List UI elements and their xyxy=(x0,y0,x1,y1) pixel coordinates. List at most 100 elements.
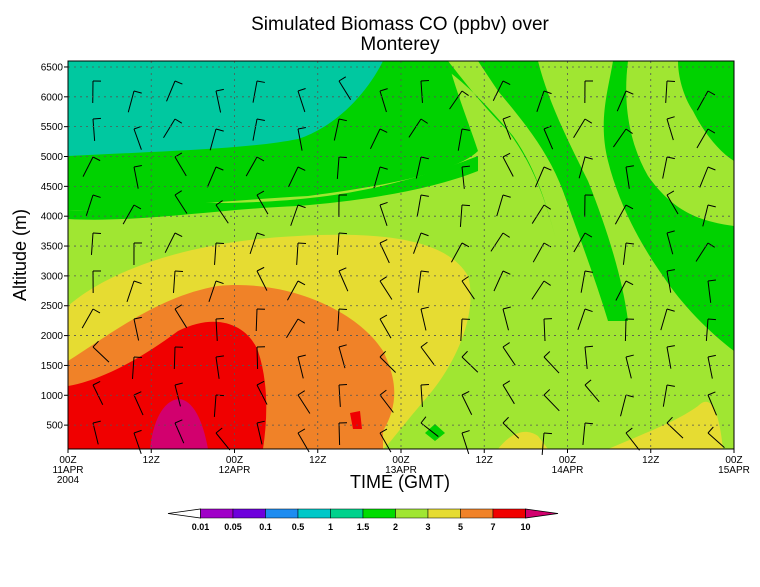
wind-barb-36 xyxy=(215,318,225,341)
wind-barb-20 xyxy=(166,80,183,102)
wind-barb-48 xyxy=(256,380,268,405)
wind-barb-110 xyxy=(536,90,552,112)
x-tick-year-0: 2004 xyxy=(57,475,80,486)
wind-barb-51 xyxy=(297,127,306,151)
colorbar-swatch-6 xyxy=(362,508,396,519)
colorbar-label-2: 0.1 xyxy=(259,522,272,532)
contour-level-1p5-topright xyxy=(678,61,734,161)
colorbar-end-low xyxy=(167,508,201,519)
wind-barb-76 xyxy=(379,314,392,339)
wind-barb-7 xyxy=(92,340,110,363)
wind-barb-27 xyxy=(173,346,184,370)
wind-barb-55 xyxy=(287,280,306,301)
wind-barb-116 xyxy=(543,318,553,342)
wind-barb-154 xyxy=(695,242,715,262)
wind-barb-99 xyxy=(461,430,470,455)
wind-barb-130 xyxy=(616,90,634,112)
wind-barb-62 xyxy=(336,156,348,179)
colorbar-swatch-1 xyxy=(200,508,234,519)
y-tick-label-12: 6500 xyxy=(41,62,64,73)
wind-barb-40 xyxy=(252,80,265,103)
x-tick-label-3: 12Z xyxy=(309,455,326,466)
wind-barb-78 xyxy=(379,389,394,413)
wind-barb-77 xyxy=(379,350,396,373)
contour-level-5-bottom-mid xyxy=(498,431,548,449)
wind-barb-87 xyxy=(420,341,435,365)
colorbar-label-8: 5 xyxy=(458,522,463,532)
chart-title-line1: Simulated Biomass CO (ppbv) over xyxy=(251,14,549,35)
wind-barb-24 xyxy=(164,232,183,253)
wind-barb-18 xyxy=(133,391,144,416)
x-tick-label-6: 00Z xyxy=(559,455,576,466)
wind-barb-34 xyxy=(214,242,225,265)
wind-barb-159 xyxy=(707,426,725,448)
wind-barb-156 xyxy=(705,318,717,341)
wind-barb-92 xyxy=(461,165,471,189)
colorbar-label-7: 3 xyxy=(425,522,430,532)
wind-barb-102 xyxy=(502,152,514,177)
x-axis-title: TIME (GMT) xyxy=(350,472,450,492)
wind-barb-150 xyxy=(696,90,716,111)
wind-barb-8 xyxy=(92,381,104,405)
wind-barb-152 xyxy=(699,166,716,188)
wind-barb-54 xyxy=(296,242,307,265)
wind-barb-6 xyxy=(81,308,101,329)
x-tick-date-2: 12APR xyxy=(219,465,251,476)
wind-barb-47 xyxy=(256,346,266,370)
wind-barb-153 xyxy=(702,204,716,227)
contour-level-max xyxy=(150,399,208,449)
contour-level-1p5-left xyxy=(68,156,478,220)
wind-barb-16 xyxy=(133,316,142,341)
contour-level-1p5-small xyxy=(425,424,445,441)
wind-barb-39 xyxy=(215,427,231,451)
wind-barb-63 xyxy=(338,194,348,218)
wind-barb-134 xyxy=(622,242,635,265)
wind-barb-147 xyxy=(666,345,675,369)
wind-barb-66 xyxy=(337,308,348,331)
y-tick-label-10: 5500 xyxy=(41,122,64,133)
x-tick-date-6: 14APR xyxy=(552,465,584,476)
contour-level-1-upper xyxy=(68,61,383,156)
wind-barb-127 xyxy=(584,345,594,369)
wind-barb-91 xyxy=(457,128,470,151)
y-tick-label-0: 500 xyxy=(46,421,63,432)
x-tick-label-4: 00Z xyxy=(392,455,409,466)
colorbar-swatch-4 xyxy=(297,508,331,519)
y-tick-label-5: 3000 xyxy=(41,271,64,282)
wind-barb-44 xyxy=(249,232,265,255)
wind-barb-111 xyxy=(543,125,554,150)
x-tick-date-8: 15APR xyxy=(718,465,750,476)
contour-level-1p5-right xyxy=(603,61,734,351)
wind-barb-141 xyxy=(666,116,675,141)
wind-barb-132 xyxy=(625,165,634,189)
colorbar: 0.01 0.05 0.1 0.5 1 1.5 2 3 5 7 10 xyxy=(167,508,559,532)
wind-barb-23 xyxy=(174,190,188,214)
wind-barb-29 xyxy=(174,419,185,444)
y-tick-label-4: 2500 xyxy=(41,301,64,312)
wind-barb-9 xyxy=(92,420,101,445)
wind-barb-88 xyxy=(420,383,430,407)
wind-barb-155 xyxy=(707,279,717,303)
wind-barb-58 xyxy=(297,390,311,414)
y-axis-title: Altitude (m) xyxy=(10,209,30,301)
contour-level-1p5-tongue-c xyxy=(498,61,628,321)
y-tick-label-8: 4500 xyxy=(41,182,64,193)
wind-barb-135 xyxy=(615,280,634,301)
wind-barb-69 xyxy=(338,422,348,446)
wind-barb-10 xyxy=(127,90,142,113)
colorbar-label-1: 0.05 xyxy=(224,522,242,532)
x-tick-label-1: 12Z xyxy=(143,455,160,466)
y-axis: 500 1000 1500 2000 2500 3000 3500 4000 4500 5000 5… xyxy=(41,62,68,432)
x-tick-label-0: 00Z xyxy=(59,455,76,466)
wind-barb-126 xyxy=(577,308,593,330)
wind-barbs xyxy=(81,76,725,455)
wind-barb-158 xyxy=(707,391,717,416)
wind-barb-25 xyxy=(173,270,184,293)
wind-barb-71 xyxy=(369,128,388,150)
chart-title-line2: Monterey xyxy=(360,34,440,55)
wind-barb-53 xyxy=(290,204,306,226)
x-tick-date-4: 13APR xyxy=(385,465,417,476)
wind-barb-72 xyxy=(373,166,388,189)
colorbar-label-3: 0.5 xyxy=(292,522,305,532)
